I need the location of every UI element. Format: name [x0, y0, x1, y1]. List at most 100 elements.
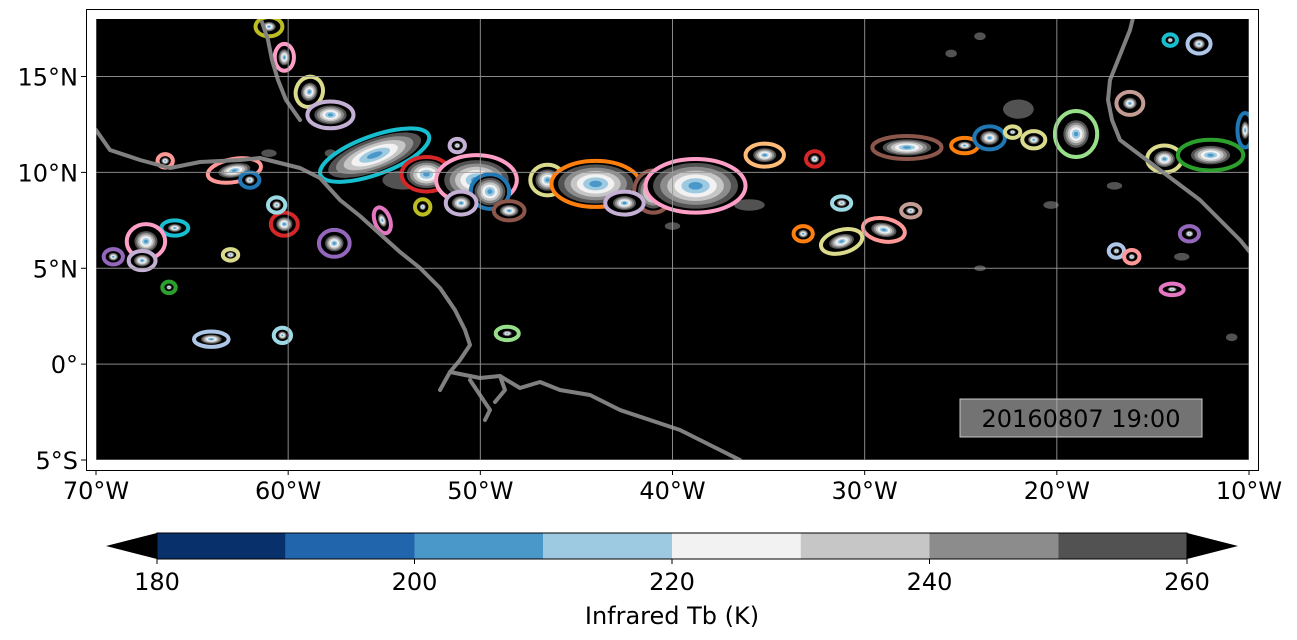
- convective-feature: [829, 194, 854, 212]
- map-content: 20160807 19:00: [96, 19, 1249, 460]
- colorbar: 180 200 220 240 260 Infrared Tb (K): [106, 532, 1238, 630]
- scattered-cloud: [974, 32, 986, 41]
- tb-level-fill: [963, 144, 966, 147]
- tb-level-fill: [507, 209, 511, 212]
- colorbar-block: [285, 533, 415, 559]
- tb-level-fill: [1131, 256, 1133, 258]
- tb-level-fill: [1115, 250, 1117, 252]
- convective-feature: [1158, 281, 1186, 298]
- convective-feature: [1106, 242, 1127, 260]
- colorbar-extend-low: [106, 533, 157, 559]
- tb-level-fill: [307, 90, 311, 94]
- tb-level-fill: [456, 145, 458, 146]
- scattered-cloud: [1003, 99, 1034, 119]
- convective-feature: [899, 202, 923, 220]
- colorbar-tick-label: 200: [392, 568, 438, 596]
- convective-feature: [804, 149, 826, 169]
- amazon-estuary: [468, 374, 507, 422]
- tb-level-fill: [1244, 128, 1246, 132]
- colorbar-block: [929, 533, 1059, 559]
- tb-level-fill: [762, 153, 767, 157]
- tb-level-fill: [1171, 288, 1173, 290]
- colorbar-blocks: [157, 533, 1187, 559]
- tb-level-fill: [366, 151, 383, 159]
- convective-feature: [1122, 248, 1142, 266]
- convective-feature: [860, 216, 907, 244]
- tb-level-fill: [545, 178, 550, 182]
- tb-level-fill: [1032, 139, 1035, 141]
- lon-tick-label: 60°W: [255, 477, 321, 505]
- convective-feature: [272, 41, 296, 73]
- tb-level-fill: [909, 210, 912, 212]
- convective-feature: [265, 195, 288, 215]
- convective-feature: [493, 324, 521, 343]
- colorbar-title: Infrared Tb (K): [585, 602, 759, 630]
- convective-feature: [870, 133, 944, 161]
- tb-level-fill: [327, 113, 334, 117]
- tb-level-fill: [229, 254, 232, 256]
- tb-level-fill: [506, 333, 509, 334]
- tb-level-fill: [881, 228, 886, 232]
- tb-level-fill: [1012, 131, 1014, 133]
- scattered-cloud: [733, 199, 765, 211]
- cloud-features: [101, 19, 1249, 349]
- convective-feature: [1052, 109, 1100, 160]
- scattered-cloud: [1174, 252, 1190, 261]
- timestamp-label: 20160807 19:00: [982, 405, 1181, 433]
- scattered-cloud: [1043, 201, 1059, 209]
- tb-level-fill: [283, 56, 286, 59]
- colorbar-block: [543, 533, 672, 559]
- tb-level-fill: [144, 239, 148, 244]
- convective-feature: [412, 197, 433, 217]
- convective-feature: [220, 247, 241, 263]
- tb-level-fill: [487, 189, 493, 194]
- tb-level-fill: [248, 179, 251, 181]
- convective-feature: [818, 227, 865, 256]
- lon-tick-label: 20°W: [1024, 477, 1090, 505]
- convective-feature: [603, 189, 646, 217]
- convective-feature: [1175, 137, 1246, 173]
- tb-level-fill: [813, 158, 816, 160]
- colorbar-tick-label: 260: [1164, 568, 1210, 596]
- colorbar-extend-high: [1187, 533, 1238, 559]
- convective-feature: [1235, 110, 1249, 150]
- tb-level-fill: [688, 182, 703, 190]
- lat-tick-label: 5°S: [35, 447, 78, 475]
- convective-feature: [1114, 89, 1146, 117]
- africa-coastline: [1106, 19, 1249, 255]
- gridlines: [96, 19, 1249, 460]
- tb-level-fill: [1198, 43, 1200, 45]
- tb-level-fill: [112, 256, 115, 258]
- scattered-cloud: [945, 49, 957, 58]
- colorbar-ticks: 180 200 220 240 260: [134, 559, 1210, 596]
- tb-level-fill: [840, 202, 843, 204]
- tb-level-fill: [1162, 157, 1167, 161]
- axis-ticks: 70°W 60°W 50°W 40°W 30°W 20°W 10°W 15°N 10°N 5°N 0…: [18, 64, 1283, 505]
- coastlines: [96, 19, 1249, 460]
- lon-tick-label: 10°W: [1216, 477, 1282, 505]
- tb-level-fill: [902, 146, 911, 149]
- tb-level-fill: [1169, 39, 1171, 41]
- convective-feature: [643, 156, 748, 215]
- convective-feature: [1185, 32, 1213, 56]
- colorbar-tick-label: 240: [907, 568, 953, 596]
- convective-feature: [1020, 129, 1048, 151]
- lon-tick-label: 70°W: [63, 477, 129, 505]
- convective-feature: [160, 279, 178, 296]
- tb-level-fill: [1073, 131, 1079, 137]
- convective-feature: [305, 99, 356, 131]
- convective-feature: [1145, 143, 1184, 175]
- convective-feature: [443, 189, 479, 217]
- convective-feature: [271, 325, 294, 346]
- convective-feature: [1161, 32, 1179, 48]
- convective-feature: [371, 205, 393, 236]
- lon-tick-label: 40°W: [639, 477, 705, 505]
- convective-feature: [293, 74, 325, 109]
- lon-tick-label: 50°W: [447, 477, 513, 505]
- tb-level-fill: [275, 204, 278, 206]
- timestamp-box: 20160807 19:00: [959, 398, 1203, 438]
- tb-level-fill: [459, 201, 463, 205]
- convective-feature: [126, 249, 158, 273]
- tb-level-fill: [1207, 153, 1214, 157]
